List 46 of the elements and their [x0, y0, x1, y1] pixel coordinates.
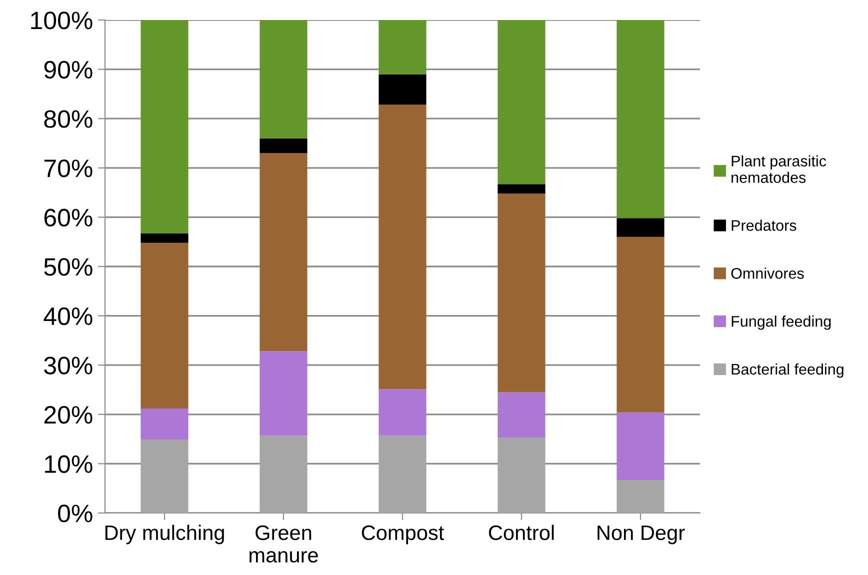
bar	[498, 184, 546, 194]
bar	[260, 351, 308, 436]
bar	[616, 20, 664, 218]
y-tick-label: 10%	[45, 455, 92, 474]
bar	[616, 236, 664, 412]
bar	[140, 20, 188, 234]
bar	[616, 480, 664, 513]
bar	[260, 436, 308, 513]
x-tick-label: Compost	[362, 525, 444, 544]
bar	[498, 438, 546, 513]
y-tick-label: 40%	[44, 307, 92, 326]
bar	[140, 408, 188, 440]
bar	[378, 436, 426, 513]
y-tick-label: 100%	[31, 12, 92, 30]
bar	[378, 389, 426, 436]
y-tick-label: 0%	[58, 504, 92, 522]
legend-label: Plant parasitic nematodes	[732, 155, 826, 183]
bar	[378, 74, 426, 105]
bar	[140, 440, 188, 513]
legend-label: Fungal feeding	[732, 316, 831, 330]
bar	[378, 104, 426, 390]
y-tick-label: 20%	[44, 406, 92, 424]
bar	[498, 194, 546, 392]
bar	[260, 153, 308, 352]
y-tick-label: 50%	[44, 258, 92, 276]
bar	[498, 20, 546, 184]
bar	[616, 412, 664, 480]
legend-label: Omnivores	[731, 268, 804, 279]
x-tick-label: Non Degr	[598, 526, 685, 544]
bar	[616, 218, 664, 237]
y-tick-label: 80%	[44, 110, 92, 128]
legend-label: Bacterial feeding	[732, 363, 844, 378]
x-tick-label: Green manure	[250, 525, 318, 563]
y-tick-label: 90%	[44, 60, 92, 79]
bar	[140, 242, 188, 408]
x-tick-label: Control	[488, 524, 554, 540]
bar	[260, 20, 308, 138]
y-tick-label: 60%	[44, 208, 92, 227]
x-tick-label: Dry mulching	[105, 524, 224, 544]
bar	[260, 138, 308, 154]
bar	[140, 233, 188, 243]
bar	[498, 392, 546, 438]
bar	[378, 20, 426, 74]
legend-label: Predators	[732, 220, 796, 231]
y-tick-label: 30%	[44, 356, 92, 374]
y-tick-label: 70%	[44, 160, 92, 178]
